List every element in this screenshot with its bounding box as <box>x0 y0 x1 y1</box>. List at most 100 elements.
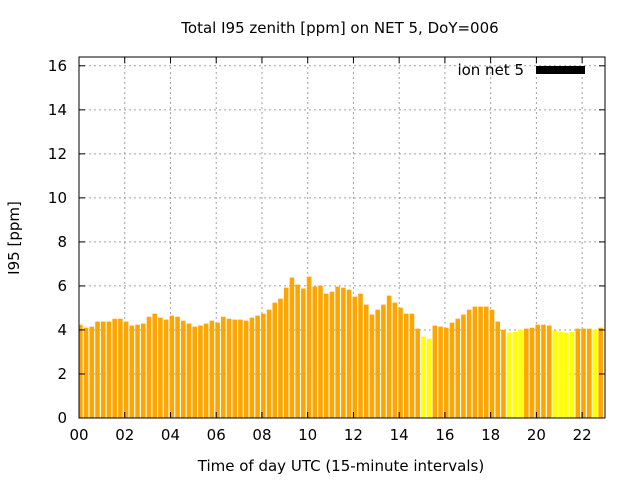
bar <box>112 318 117 418</box>
y-tick-label: 12 <box>48 145 67 163</box>
bar <box>89 326 95 418</box>
bar <box>106 321 112 418</box>
bar <box>358 293 363 418</box>
bar <box>79 324 83 418</box>
y-tick-label: 14 <box>48 101 67 119</box>
bar <box>255 315 260 418</box>
x-tick-label: 16 <box>435 426 454 444</box>
bar <box>558 331 563 418</box>
bar <box>261 313 266 418</box>
bar <box>83 327 89 418</box>
y-tick-label: 8 <box>57 233 67 251</box>
bar <box>449 322 455 418</box>
bar <box>489 309 495 418</box>
bar <box>484 306 489 418</box>
y-tick-label: 4 <box>57 321 67 339</box>
bar <box>432 325 438 418</box>
bar <box>495 321 501 418</box>
bar <box>278 298 283 418</box>
bar <box>198 325 203 418</box>
bar <box>249 317 255 418</box>
bar <box>180 320 186 418</box>
bar <box>461 314 466 418</box>
bar <box>363 304 369 418</box>
bar <box>169 315 175 418</box>
bar <box>415 328 420 418</box>
bar <box>512 331 518 418</box>
x-tick-label: 14 <box>390 426 409 444</box>
x-tick-label: 04 <box>161 426 180 444</box>
bar <box>352 296 358 418</box>
bar <box>135 324 140 418</box>
bar <box>592 329 598 418</box>
x-tick-label: 00 <box>69 426 88 444</box>
x-tick-label: 02 <box>115 426 134 444</box>
bar <box>232 319 238 418</box>
y-tick-label: 10 <box>48 189 67 207</box>
bar <box>501 329 506 418</box>
bar <box>295 284 300 418</box>
bar <box>443 327 449 418</box>
bar <box>375 309 380 418</box>
bar <box>529 327 535 418</box>
bar <box>506 332 512 418</box>
bar <box>318 285 323 418</box>
bar <box>118 318 123 418</box>
bar <box>335 286 340 418</box>
bar <box>209 320 215 418</box>
bar <box>312 286 318 418</box>
bar <box>306 276 312 418</box>
bar <box>175 316 180 418</box>
y-tick-label: 6 <box>57 277 67 295</box>
bar <box>535 324 541 418</box>
x-tick-label: 06 <box>207 426 226 444</box>
bar <box>546 325 552 418</box>
x-tick-label: 08 <box>252 426 271 444</box>
bar <box>163 319 169 418</box>
bar <box>186 323 192 418</box>
bar <box>564 332 569 418</box>
y-axis-label: I95 [ppm] <box>5 201 23 275</box>
x-tick-label: 22 <box>573 426 592 444</box>
bar <box>466 309 472 418</box>
bar <box>329 291 335 418</box>
bar <box>438 326 443 418</box>
bar <box>569 331 575 418</box>
bar <box>100 321 106 418</box>
legend-swatch <box>536 66 585 74</box>
bar <box>146 316 152 418</box>
x-axis-label: Time of day UTC (15-minute intervals) <box>197 457 484 475</box>
bar <box>403 313 409 418</box>
bar <box>152 313 157 418</box>
bar <box>140 323 146 418</box>
y-tick-label: 2 <box>57 365 67 383</box>
bar <box>158 317 163 418</box>
bar <box>586 328 592 418</box>
x-tick-label: 10 <box>298 426 317 444</box>
bar <box>243 320 249 418</box>
bar <box>409 313 415 418</box>
bar <box>95 321 100 418</box>
bar <box>381 304 386 418</box>
bar <box>598 327 603 418</box>
y-tick-label: 16 <box>48 57 67 75</box>
bar <box>398 307 403 418</box>
bar <box>215 322 220 418</box>
bar <box>346 289 352 418</box>
x-tick-label: 20 <box>527 426 546 444</box>
bar <box>386 295 392 418</box>
bar <box>123 321 129 418</box>
bar <box>455 318 461 418</box>
legend-label: ion net 5 <box>457 61 524 79</box>
legend: ion net 5 <box>457 61 585 79</box>
bar <box>226 318 232 418</box>
bar <box>323 293 329 418</box>
chart-title: Total I95 zenith [ppm] on NET 5, DoY=006 <box>180 19 498 37</box>
bar <box>203 323 209 418</box>
bar <box>238 319 243 418</box>
bar <box>575 328 581 418</box>
bar <box>581 328 586 418</box>
bar <box>129 325 135 418</box>
bar <box>301 288 306 418</box>
